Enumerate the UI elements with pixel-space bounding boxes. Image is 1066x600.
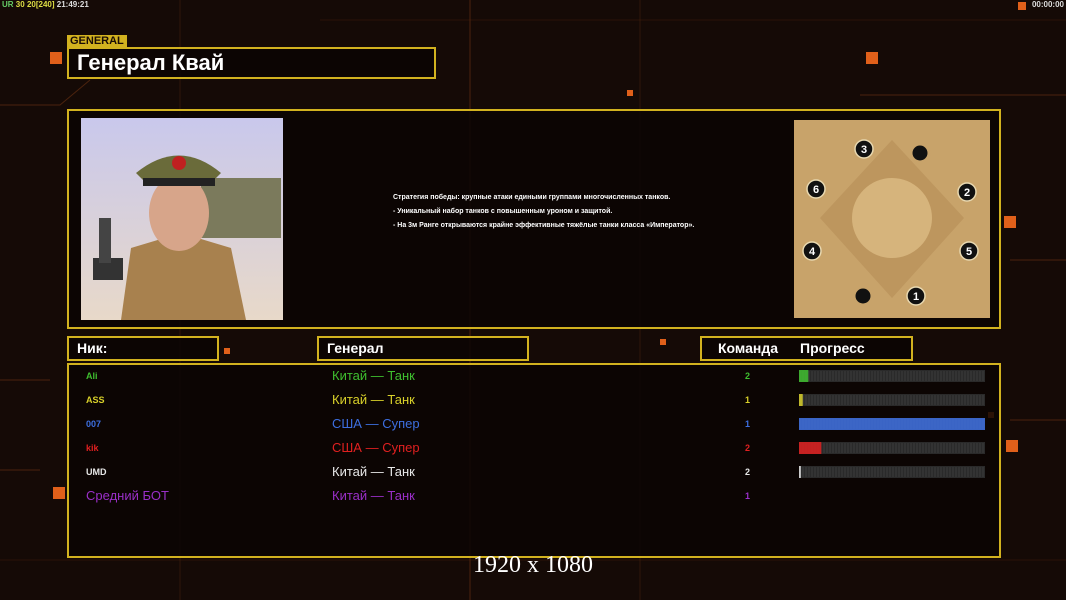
player-team: 2 — [745, 371, 751, 381]
progress-fill — [799, 370, 809, 382]
hud-item: 21:49:21 — [56, 0, 89, 9]
portrait — [81, 118, 283, 320]
progress-bar — [799, 370, 985, 382]
header-general: Генерал — [317, 336, 529, 361]
header-nick: Ник: — [67, 336, 219, 361]
hud-left: UR 30 20[240] 21:49:21 — [2, 0, 89, 9]
progress-bar — [799, 418, 985, 430]
player-team: 1 — [745, 491, 751, 501]
player-general: Китай — Танк — [332, 488, 415, 503]
player-nick: Ali — [86, 371, 98, 381]
player-general: Китай — Танк — [332, 464, 415, 479]
description-line: - Уникальный набор танков с повышенным у… — [393, 208, 613, 215]
progress-fill — [799, 466, 801, 478]
player-nick: Средний БОТ — [86, 488, 169, 503]
start-spot — [854, 139, 874, 159]
player-team: 2 — [745, 443, 751, 453]
start-number: 2 — [964, 187, 970, 199]
start-number: 4 — [809, 246, 816, 258]
player-nick: UMD — [86, 467, 107, 477]
description: Стратегия победы: крупные атаки едиными … — [393, 193, 703, 235]
start-spot — [906, 286, 926, 306]
description-line: Стратегия победы: крупные атаки едиными … — [393, 194, 671, 201]
progress-fill — [799, 394, 803, 406]
player-general: Китай — Танк — [332, 368, 415, 383]
header-progress: Прогресс — [800, 340, 865, 356]
hud-item: 30 — [15, 0, 25, 9]
general-tag: GENERAL — [67, 35, 127, 47]
progress-bar — [799, 466, 985, 478]
start-spot — [959, 241, 979, 261]
player-team: 2 — [745, 467, 751, 477]
hud-clock: 00:00:00 — [1031, 0, 1064, 9]
player-nick: 007 — [86, 419, 102, 429]
start-number: 1 — [913, 291, 919, 303]
player-general: Китай — Танк — [332, 392, 415, 407]
progress-bar — [799, 442, 985, 454]
player-general: США — Супер — [332, 440, 420, 455]
start-number: 6 — [813, 184, 819, 196]
progress-bar — [799, 394, 985, 406]
player-team: 1 — [745, 419, 751, 429]
player-nick: kik — [86, 443, 99, 453]
progress-fill — [799, 442, 822, 454]
player-general: США — Супер — [332, 416, 420, 431]
start-spot — [957, 182, 977, 202]
header-team-progress: Команда Прогресс — [700, 336, 913, 361]
player-team: 1 — [745, 395, 751, 405]
hud-item: UR — [2, 0, 14, 9]
start-spot — [806, 179, 826, 199]
start-spot — [802, 241, 822, 261]
header-team: Команда — [718, 340, 778, 356]
description-line: - На 3м Ранге открываются крайне эффекти… — [393, 222, 695, 229]
start-number: 3 — [861, 144, 867, 156]
minimap: 1 2 3 4 5 6 — [794, 120, 990, 318]
player-list: Ali Китай — Танк 2 ASS Китай — Танк 1 007 США —… — [67, 363, 1001, 558]
general-name: Генерал Квай — [67, 47, 436, 79]
hud-item: 20[240] — [26, 0, 55, 9]
resolution-label: 1920 x 1080 — [473, 552, 593, 578]
progress-fill — [799, 418, 985, 430]
start-number: 5 — [966, 246, 972, 258]
player-nick: ASS — [86, 395, 105, 405]
